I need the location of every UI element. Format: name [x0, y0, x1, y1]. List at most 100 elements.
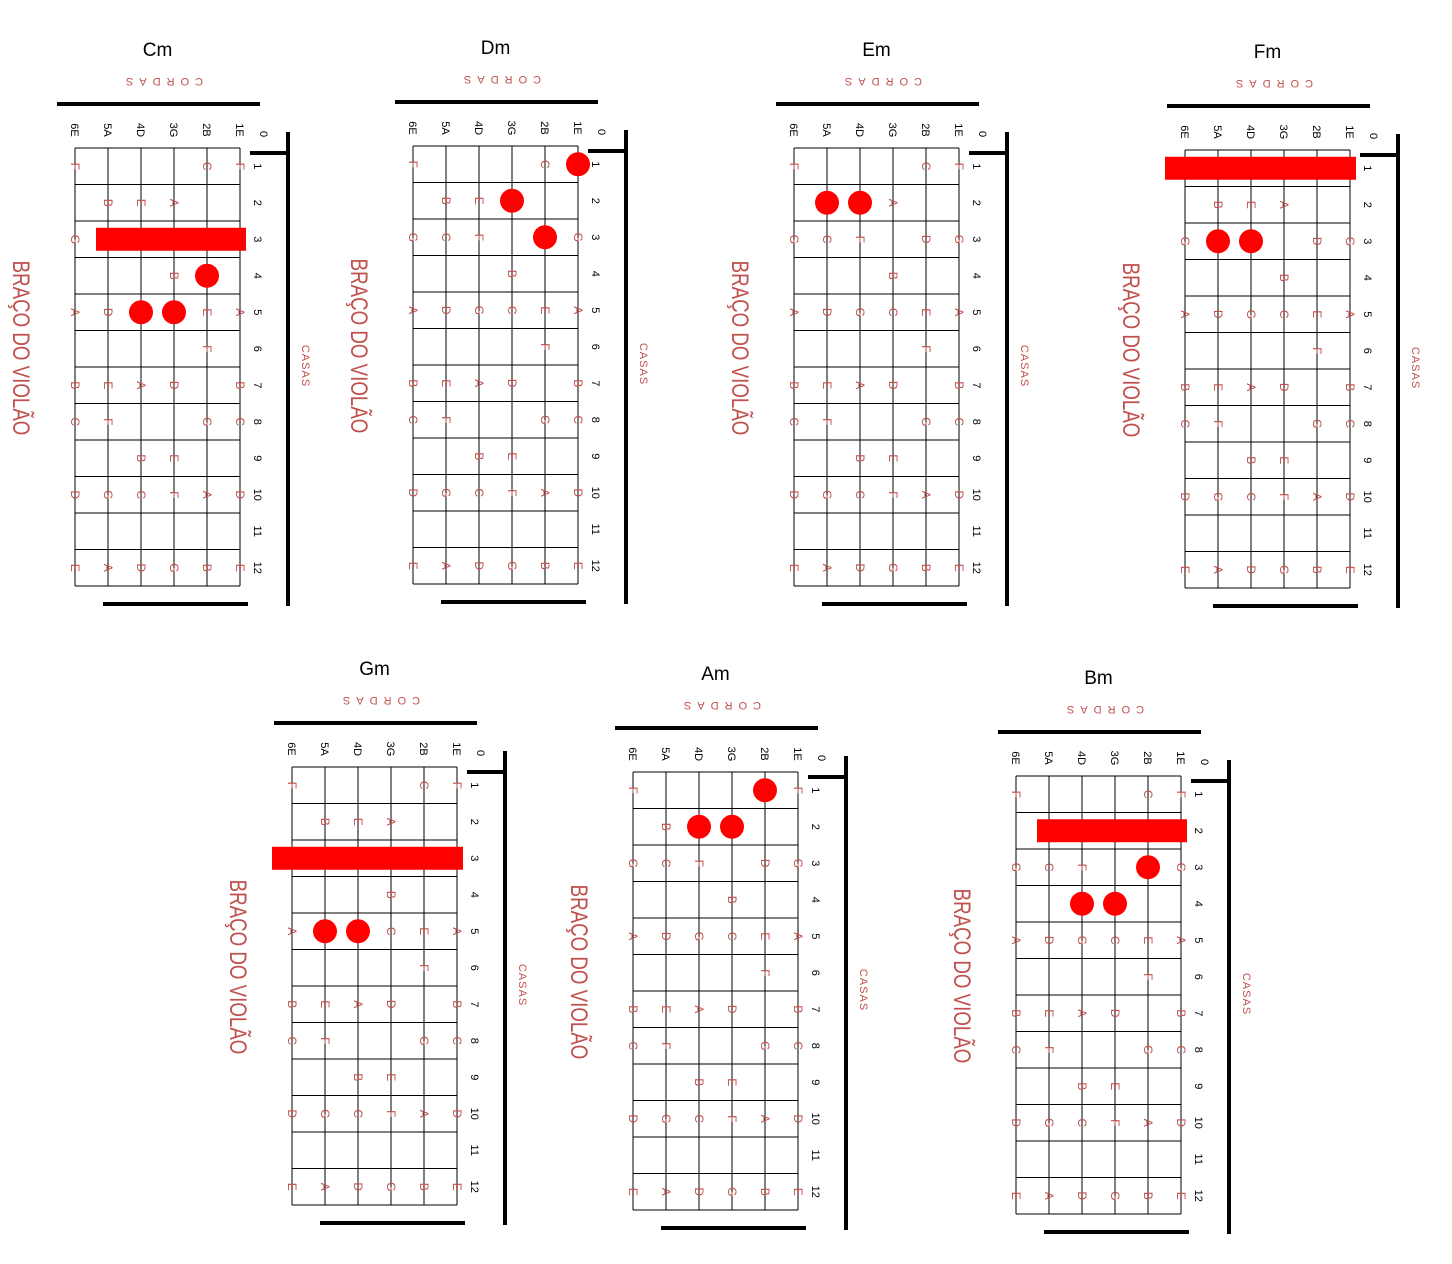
- fret-number: 2: [589, 198, 601, 204]
- fretboard-note: G: [1211, 492, 1225, 501]
- chord-name: Bm: [1084, 668, 1113, 689]
- fretboard-note: D: [233, 490, 247, 499]
- fret-number: 6: [589, 344, 601, 350]
- finger-dot: [753, 778, 777, 803]
- fretboard-note: A: [1211, 566, 1225, 574]
- fretboard-note: E: [659, 1005, 673, 1013]
- string-name-1e: 1E: [233, 123, 245, 136]
- fretboard-note: E: [791, 1188, 805, 1196]
- neck-label: BRAÇO DO VIOLÃO: [7, 261, 35, 436]
- fretboard-note: B: [1178, 383, 1192, 391]
- fretboard-note: G: [692, 932, 706, 941]
- fret-number: 8: [468, 1038, 480, 1044]
- fret-number: 9: [589, 453, 601, 459]
- fretboard-note: C: [439, 233, 453, 242]
- string-name-3g: 3G: [384, 742, 396, 757]
- string-name-2b: 2B: [919, 123, 931, 136]
- fretboard-note: F: [285, 782, 299, 789]
- fretboard-note: D: [1174, 1118, 1188, 1127]
- fretboard-note: F: [1042, 1046, 1056, 1053]
- fretboard-note: B: [571, 379, 585, 387]
- fretboard-note: F: [318, 1037, 332, 1044]
- string-name-5a: 5A: [318, 742, 330, 756]
- fretboard-note: G: [820, 490, 834, 499]
- fretboard-note: E: [1042, 1009, 1056, 1017]
- fretboard-note: D: [886, 381, 900, 390]
- string-name-1e: 1E: [791, 747, 803, 760]
- fret-number: 10: [1361, 491, 1373, 503]
- fretboard-note: A: [1343, 310, 1357, 318]
- fretboard-note: F: [472, 234, 486, 241]
- fretboard-note: E: [886, 454, 900, 462]
- fret-number: 7: [970, 382, 982, 388]
- fretboard-note: E: [417, 927, 431, 935]
- string-name-2b: 2B: [417, 742, 429, 755]
- string-name-3g: 3G: [725, 747, 737, 762]
- fretboard-note: E: [472, 197, 486, 205]
- fretboard-note: B: [919, 564, 933, 572]
- fret-number: 8: [589, 417, 601, 423]
- fret-number: 12: [251, 562, 263, 574]
- frets-label: CASAS: [516, 964, 528, 1006]
- string-name-3g: 3G: [1108, 751, 1120, 766]
- fret-number: 7: [589, 380, 601, 386]
- finger-dot: [313, 919, 337, 944]
- fretboard-note: C: [571, 415, 585, 424]
- fret-number: 9: [251, 455, 263, 461]
- fretboard-note: C: [725, 932, 739, 941]
- fretboard-note: E: [406, 562, 420, 570]
- finger-dot: [1206, 229, 1230, 254]
- fretboard-note: E: [233, 564, 247, 572]
- fretboard-note: E: [68, 564, 82, 572]
- fretboard-note: B: [505, 270, 519, 278]
- fretboard-note: F: [626, 787, 640, 794]
- chord-name: Cm: [143, 40, 173, 61]
- fretboard-note: G: [1075, 936, 1089, 945]
- fretboard-note: F: [853, 236, 867, 243]
- fretboard-note: B: [725, 896, 739, 904]
- fretboard-note: E: [626, 1188, 640, 1196]
- string-name-1e: 1E: [1174, 751, 1186, 764]
- fretboard-note: G: [1244, 310, 1258, 319]
- fretboard-note: D: [571, 488, 585, 497]
- fretboard-note: E: [1108, 1082, 1122, 1090]
- strings-label: CORDAS: [1230, 77, 1313, 89]
- fretboard-note: F: [692, 860, 706, 867]
- fretboard-note: B: [101, 199, 115, 207]
- fretboard-note: E: [1343, 566, 1357, 574]
- fret-number: 8: [970, 419, 982, 425]
- fret-number: 2: [251, 200, 263, 206]
- fretboard-note: B: [318, 818, 332, 826]
- fret-number: 7: [251, 382, 263, 388]
- fretboard-note: E: [919, 308, 933, 316]
- fretboard-note: G: [1108, 1191, 1122, 1200]
- fretboard-note: F: [1075, 864, 1089, 871]
- fret-number: 12: [1361, 564, 1373, 576]
- fret-number: 1: [1192, 791, 1204, 797]
- finger-dot: [1239, 229, 1263, 254]
- fretboard-note: G: [101, 490, 115, 499]
- fretboard-note: C: [659, 859, 673, 868]
- fretboard-note: B: [351, 1073, 365, 1081]
- fretboard-note: E: [134, 199, 148, 207]
- fret-number: 4: [589, 271, 601, 277]
- fretboard-note: C: [1075, 1118, 1089, 1127]
- chord-name: Gm: [359, 659, 390, 680]
- fret-number: 5: [1192, 937, 1204, 943]
- finger-dot: [195, 263, 219, 288]
- string-name-4d: 4D: [1244, 125, 1256, 139]
- fret-number: 6: [809, 970, 821, 976]
- fretboard-note: F: [101, 418, 115, 425]
- fretboard-note: F: [886, 491, 900, 498]
- barre-marker: [1037, 819, 1187, 843]
- fretboard-note: F: [787, 163, 801, 170]
- fretboard-note: C: [692, 1114, 706, 1123]
- fretboard-note: B: [1310, 566, 1324, 574]
- strings-label: CORDAS: [1061, 703, 1144, 715]
- finger-dot: [1136, 855, 1160, 880]
